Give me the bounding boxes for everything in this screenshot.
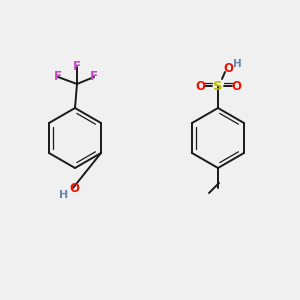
- Text: F: F: [73, 61, 81, 74]
- Text: O: O: [231, 80, 241, 92]
- Text: H: H: [232, 59, 242, 69]
- Text: F: F: [90, 70, 98, 83]
- Text: O: O: [195, 80, 205, 92]
- Text: O: O: [69, 182, 79, 196]
- Text: S: S: [213, 80, 223, 92]
- Text: H: H: [59, 190, 69, 200]
- Text: O: O: [223, 62, 233, 76]
- Text: F: F: [54, 70, 62, 83]
